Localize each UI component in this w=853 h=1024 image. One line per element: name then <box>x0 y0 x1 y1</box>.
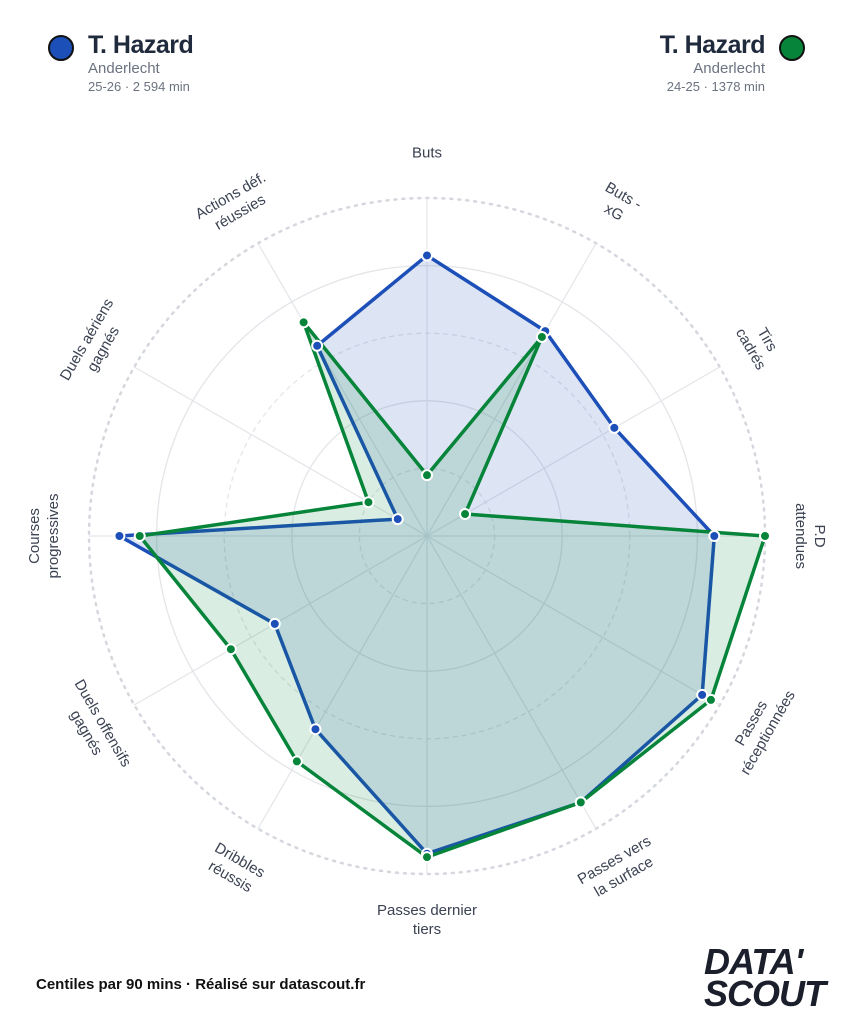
series-color-dot-green <box>779 35 805 61</box>
axis-label: Actions déf.réussies <box>192 169 268 234</box>
series-color-dot-blue <box>48 35 74 61</box>
axis-spoke <box>133 366 428 537</box>
data-point-series-1 <box>224 643 237 656</box>
data-point-series-1 <box>459 508 472 521</box>
data-point-series-1 <box>421 469 433 482</box>
axis-label-line: attendues <box>792 503 809 569</box>
data-point-series-0 <box>268 617 281 630</box>
data-point-series-0 <box>608 421 621 434</box>
footer-caption: Centiles par 90 mins · Réalisé sur datas… <box>36 976 366 993</box>
data-point-series-1 <box>704 693 717 706</box>
player-team: Anderlecht <box>88 60 160 77</box>
player-legend-left: T. Hazard Anderlecht 25-26 · 2 594 min <box>48 30 194 96</box>
player-name: T. Hazard <box>659 31 766 59</box>
axis-label: Buts <box>412 144 442 161</box>
data-point-series-0 <box>421 249 433 262</box>
axis-spoke <box>133 535 428 706</box>
axis-label: Courses progressives <box>26 493 62 578</box>
player-name: T. Hazard <box>88 31 194 59</box>
axis-spoke <box>426 535 597 830</box>
data-point-series-1 <box>290 755 303 768</box>
axis-label: Passes dernier tiers <box>377 902 477 938</box>
datascout-logo: DATA' SCOUT <box>704 941 826 1014</box>
axis-spoke <box>257 535 428 830</box>
axis-spoke <box>257 242 428 537</box>
axis-label-line: tiers <box>413 921 441 938</box>
data-point-series-0 <box>708 530 721 542</box>
logo-line-1: DATA' <box>704 941 803 982</box>
axis-label: Buts -xG <box>601 179 644 225</box>
player-team: Anderlecht <box>693 60 765 77</box>
axis-spoke <box>426 535 721 706</box>
data-point-series-1 <box>759 530 771 542</box>
data-point-series-1 <box>574 796 587 809</box>
axis-label-line: Courses <box>26 508 43 564</box>
axis-label-line: Passes dernier <box>377 902 477 919</box>
axis-spoke <box>426 366 721 537</box>
axis-label-line: Buts <box>412 144 442 161</box>
data-point-series-0 <box>113 530 126 542</box>
data-point-series-1 <box>362 496 375 509</box>
axis-label-line: progressives <box>45 493 62 578</box>
player-season-minutes: 24-25 · 1378 min <box>666 79 765 94</box>
data-point-series-1 <box>133 530 146 542</box>
data-point-series-0 <box>309 723 322 736</box>
data-point-series-0 <box>391 513 404 526</box>
player-legend-right: T. Hazard Anderlecht 24-25 · 1378 min <box>660 30 805 96</box>
data-point-series-0 <box>696 688 709 701</box>
data-point-series-1 <box>535 330 548 343</box>
axis-label-line: P.D <box>811 524 828 547</box>
data-point-series-1 <box>297 316 310 329</box>
logo-line-2: SCOUT <box>704 973 826 1014</box>
data-point-series-1 <box>421 851 433 864</box>
axis-spoke <box>426 242 597 537</box>
data-point-series-0 <box>311 339 324 352</box>
player-season-minutes: 25-26 · 2 594 min <box>88 79 190 94</box>
